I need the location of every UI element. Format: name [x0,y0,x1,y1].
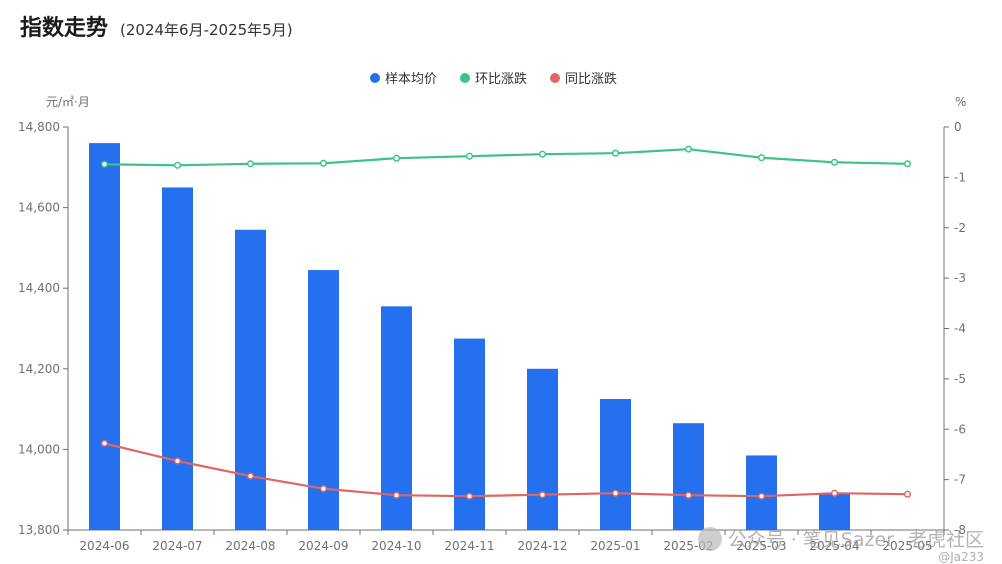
line-point [246,160,255,168]
x-axis-tick-label: 2024-06 [79,539,129,553]
right-axis-tick-label: -6 [954,422,966,436]
bar [673,423,704,530]
right-axis-tick-label: -7 [954,473,966,487]
line-point [392,491,401,499]
legend-marker [460,73,470,83]
line-point [173,457,182,465]
right-axis-tick-label: -5 [954,372,966,386]
line-point [465,492,474,500]
line-point [538,491,547,499]
bar [89,143,120,530]
right-axis-tick-label: -4 [954,322,966,336]
bar [454,338,485,530]
line-point [319,485,328,493]
right-axis-tick-label: -8 [954,523,966,537]
line-point [903,490,912,498]
line-point [538,150,547,158]
line-point [684,491,693,499]
legend-label: 样本均价 [385,72,437,87]
x-axis-tick-label: 2024-11 [444,539,494,553]
watermark-handle: @Ja233 [938,550,984,564]
line-point [100,439,109,447]
left-axis-tick-label: 14,400 [18,281,60,295]
left-axis-tick-label: 14,000 [18,442,60,456]
legend-marker [370,73,380,83]
left-axis-tick-label: 13,800 [18,523,60,537]
line-point [903,160,912,168]
line-point [684,145,693,153]
right-axis-tick-label: -3 [954,271,966,285]
x-axis-tick-label: 2025-01 [590,539,640,553]
line-point [246,472,255,480]
line-point [100,160,109,168]
line-point [757,154,766,162]
bar [600,399,631,530]
series-line [104,442,908,498]
line-point [611,149,620,157]
legend-marker [550,73,560,83]
line-point [611,489,620,497]
x-axis-tick-label: 2025-02 [663,539,713,553]
bar [235,229,266,530]
x-axis-tick-label: 2025-05 [882,539,932,553]
left-axis-tick-label: 14,200 [18,362,60,376]
line-point [830,489,839,497]
chart-header: 指数走势 (2024年6月-2025年5月) [20,10,293,42]
right-axis-tick-label: -1 [954,170,966,184]
x-axis-tick-label: 2025-03 [736,539,786,553]
left-axis-tick-label: 14,800 [18,120,60,134]
line-point [392,154,401,162]
left-axis-unit: 元/㎡·月 [46,95,90,109]
legend-label: 环比涨跌 [475,71,527,87]
line-point [319,159,328,167]
x-axis-tick-label: 2024-12 [517,539,567,553]
chart-subtitle: (2024年6月-2025年5月) [120,21,293,39]
bar [162,187,193,530]
line-point [465,152,474,160]
right-axis-tick-label: -2 [954,221,966,235]
right-axis-tick-label: 0 [954,120,962,134]
x-axis-tick-label: 2025-04 [809,539,859,553]
x-axis-tick-label: 2024-10 [371,539,421,553]
legend-label: 同比涨跌 [565,71,617,87]
chart-title: 指数走势 [20,16,109,41]
line-point [830,158,839,166]
bar [819,493,850,530]
series-line [104,148,908,167]
x-axis-tick-label: 2024-08 [225,539,275,553]
line-point [173,161,182,169]
bar [527,368,558,530]
x-axis-tick-label: 2024-09 [298,539,348,553]
x-axis-tick-label: 2024-07 [152,539,202,553]
line-point [757,492,766,500]
left-axis-tick-label: 14,600 [18,201,60,215]
right-axis-unit: % [955,95,966,109]
